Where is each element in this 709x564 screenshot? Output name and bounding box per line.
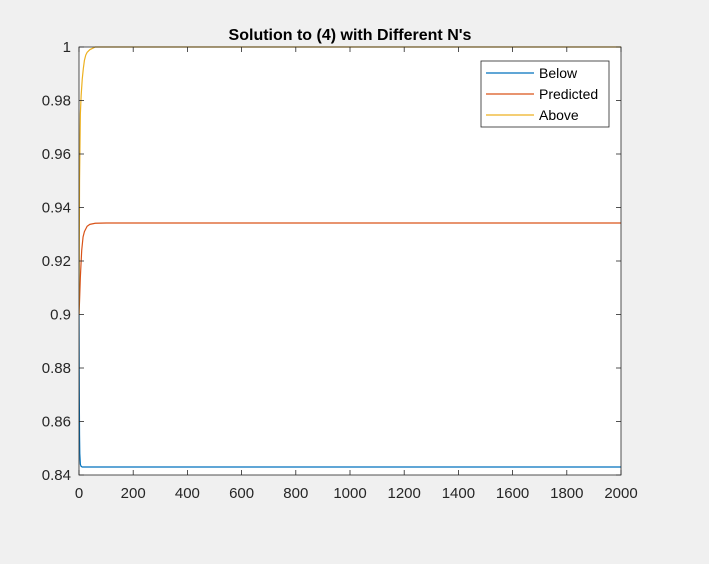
x-tick-label: 1400 — [442, 485, 475, 502]
y-tick-label: 0.96 — [42, 146, 71, 163]
y-tick-label: 0.88 — [42, 360, 71, 377]
x-tick-label: 400 — [175, 485, 200, 502]
legend-label-predicted: Predicted — [539, 86, 598, 102]
legend-label-above: Above — [539, 107, 579, 123]
legend-label-below: Below — [539, 65, 578, 81]
series-line-below — [79, 314, 621, 468]
y-tick-label: 0.92 — [42, 253, 71, 270]
plot-area: 0 200 400 600 800 1000 1200 1400 1600 1800 2000 0.8… — [42, 39, 638, 502]
y-tick-label: 0.94 — [42, 200, 71, 217]
chart-title: Solution to (4) with Different N's — [229, 27, 472, 44]
x-tick-label: 1800 — [550, 485, 583, 502]
x-tick-label: 800 — [283, 485, 308, 502]
y-tick-label: 0.84 — [42, 467, 71, 484]
legend: Below Predicted Above — [480, 60, 610, 128]
x-tick-label: 0 — [75, 485, 83, 502]
x-tick-label: 1600 — [496, 485, 529, 502]
x-tick-label: 1200 — [388, 485, 421, 502]
y-tick-label: 0.9 — [50, 307, 71, 324]
y-tick-label: 0.86 — [42, 414, 71, 431]
x-tick-label: 1000 — [333, 485, 366, 502]
x-tick-label: 600 — [229, 485, 254, 502]
x-tick-label: 2000 — [604, 485, 637, 502]
series-line-predicted — [79, 222, 621, 315]
x-tick-label: 200 — [121, 485, 146, 502]
y-tick-label: 1 — [63, 39, 71, 56]
y-tick-label: 0.98 — [42, 93, 71, 110]
